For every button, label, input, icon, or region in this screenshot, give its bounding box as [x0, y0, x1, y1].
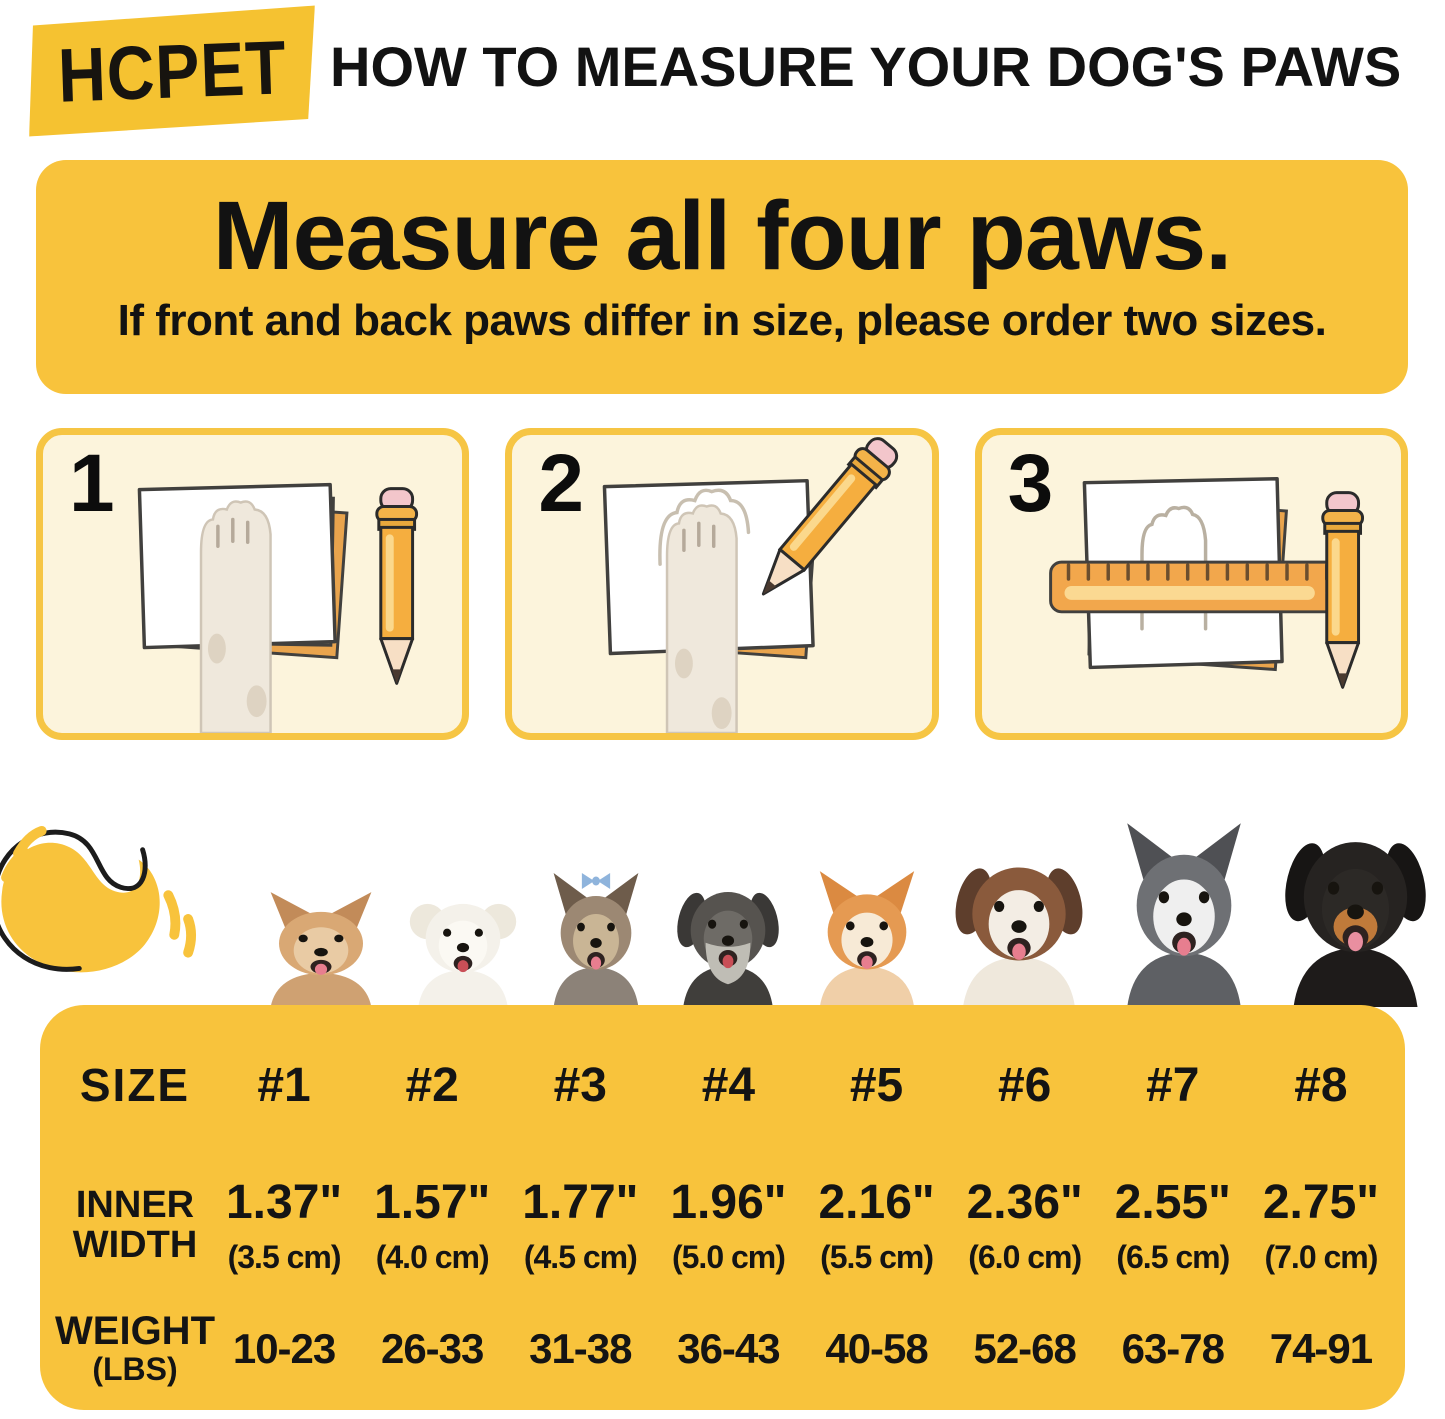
dog-paw-icon: [666, 504, 739, 733]
size-cell-8: #8: [1294, 1058, 1348, 1112]
swoosh-doodle-icon: [0, 825, 197, 973]
size-cell-6: #6: [997, 1058, 1052, 1112]
inner-width-cell-8: 2.75" (7.0 cm): [1262, 1176, 1380, 1275]
paw-outline-icon: [658, 488, 751, 566]
banner: Measure all four paws. If front and back…: [36, 160, 1408, 394]
inner-width-cell-6: 2.36" (6.0 cm): [966, 1176, 1083, 1275]
weight-cell-6: 52-68: [973, 1324, 1076, 1372]
dog-photo-yorkshire-terrier: [543, 867, 649, 1007]
dog-photo-shiba-inu: [808, 865, 926, 1007]
banner-subheading: If front and back paws differ in size, p…: [117, 296, 1327, 345]
inner-width-cell-3: 1.77" (4.5 cm): [522, 1176, 639, 1275]
weight-cell-4: 36-43: [677, 1324, 780, 1372]
dog-photo-chihuahua: [258, 887, 384, 1007]
size-cell-3: #3: [553, 1058, 607, 1112]
dog-photo-rottweiler: [1278, 799, 1433, 1007]
paw-outline-icon: [1139, 505, 1207, 631]
dog-photo-miniature-schnauzer: [672, 862, 784, 1007]
trace-paw-illustration: [603, 437, 899, 733]
size-cell-5: #5: [849, 1058, 904, 1112]
inner-width-cell-1: 1.37" (3.5 cm): [225, 1176, 343, 1275]
weight-cell-3: 31-38: [529, 1324, 632, 1372]
weight-cell-2: 26-33: [380, 1324, 484, 1372]
brand-logo: HCPET: [27, 5, 317, 136]
weight-cell-7: 63-78: [1121, 1324, 1225, 1372]
inner-width-cell-7: 2.55" (6.5 cm): [1114, 1176, 1231, 1275]
step-card-3: 3: [974, 428, 1408, 740]
inner-width-cell-5: 2.16" (5.5 cm): [818, 1176, 935, 1275]
dog-photo-bichon-frise: [407, 877, 519, 1007]
step-card-1: 1: [36, 428, 470, 740]
step-number: 3: [1007, 438, 1054, 529]
weight-row-label: WEIGHT (LBS): [55, 1309, 215, 1388]
measuring-steps: 1: [36, 428, 1408, 740]
dog-photo-australian-shepherd: [949, 831, 1089, 1007]
ruler-icon: [1048, 560, 1346, 614]
pencil-icon: [762, 437, 899, 596]
inner-width-cell-2: 1.57" (4.0 cm): [374, 1176, 491, 1275]
paw-on-paper-illustration: [137, 482, 419, 733]
dog-breeds-band: [0, 788, 1445, 1007]
dog-photo-alaskan-malamute: [1113, 815, 1255, 1007]
size-cell-4: #4: [701, 1058, 756, 1112]
page-title: HOW TO MEASURE YOUR DOG'S PAWS: [330, 35, 1402, 98]
pencil-icon: [375, 487, 419, 685]
step-card-2: 2: [505, 428, 939, 740]
size-cell-7: #7: [1146, 1058, 1200, 1112]
measure-outline-illustration: [1048, 476, 1364, 689]
step-number: 2: [538, 438, 584, 529]
size-cell-1: #1: [257, 1058, 311, 1112]
dog-paw-icon: [199, 500, 272, 733]
inner-width-cell-4: 1.96" (5.0 cm): [670, 1176, 787, 1275]
banner-heading: Measure all four paws.: [212, 181, 1232, 290]
weight-cell-8: 74-91: [1269, 1324, 1373, 1372]
brand-name: HCPET: [56, 24, 288, 118]
size-chart-table: SIZE #1 #2 #3 #4 #5 #6 #7 #8 INNER WIDTH…: [40, 1005, 1405, 1410]
dog-photos-row: [258, 799, 1433, 1007]
size-cell-2: #2: [405, 1058, 459, 1112]
size-row-label: SIZE: [79, 1058, 191, 1111]
weight-cell-5: 40-58: [825, 1324, 928, 1372]
step-number: 1: [69, 438, 115, 529]
weight-cell-1: 10-23: [232, 1324, 336, 1372]
pencil-icon: [1320, 491, 1364, 689]
inner-width-row-label: INNER WIDTH: [72, 1184, 198, 1266]
